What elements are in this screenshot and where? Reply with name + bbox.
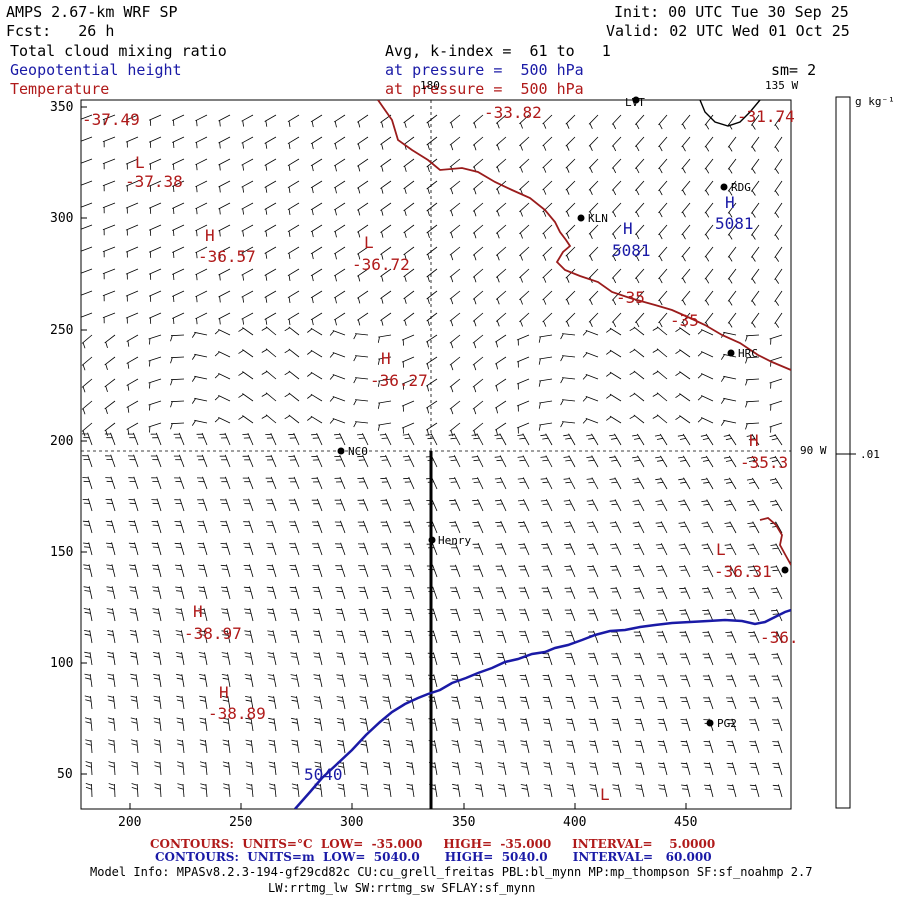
smoothing: sm= 2	[771, 61, 817, 79]
station-dot-hrc	[727, 349, 735, 357]
footer-model-info: Model Info: MPASv8.2.3-194-gf29cd82c CU:…	[90, 865, 813, 879]
height-marker-h: H	[725, 193, 735, 212]
y-tick: 350	[50, 100, 74, 115]
temp-marker-l: L	[135, 153, 145, 172]
temp-label: -36.27	[370, 371, 428, 390]
station-label-lvt: LVT	[625, 96, 645, 109]
temp-marker-l: L	[364, 233, 374, 252]
height-label: 5081	[612, 241, 651, 260]
avg-k-index: Avg, k-index = 61 to 1	[385, 42, 611, 60]
station-dot-east	[781, 566, 789, 574]
temperature-contour-east	[759, 517, 791, 566]
temp-label: -36.	[760, 628, 799, 647]
lon-label-180: 180	[420, 79, 440, 92]
station-label-henry: Henry	[438, 534, 472, 547]
station-label-rdg: RDG	[731, 181, 751, 194]
wind-barbs	[81, 114, 783, 798]
station-dot-henry	[428, 536, 436, 544]
temp-marker-h: H	[193, 602, 203, 621]
temp-label: -36.31	[714, 562, 772, 581]
x-tick: 300	[340, 815, 364, 830]
y-tick: 250	[50, 323, 74, 338]
colorbar-value: .01	[860, 448, 880, 461]
station-dot-kln	[577, 214, 585, 222]
colorbar	[835, 96, 851, 809]
x-tick: 450	[674, 815, 698, 830]
contour-label: -35	[616, 288, 645, 307]
height-contour-5040	[294, 608, 791, 809]
temp-marker-l: L	[716, 540, 726, 559]
temp-label: -37.49	[82, 110, 140, 129]
footer-contours-temp: CONTOURS: UNITS=°C LOW= -35.000 HIGH= -3…	[150, 837, 716, 851]
valid-time: Valid: 02 UTC Wed 01 Oct 25	[606, 22, 850, 40]
temp-label: -37.38	[125, 172, 183, 191]
y-tick: 300	[50, 211, 74, 226]
y-tick: 50	[57, 767, 73, 782]
temp-label: -36.72	[352, 255, 410, 274]
height-marker-h: H	[623, 219, 633, 238]
station-dot-rdg	[720, 183, 728, 191]
lon-label-135w: 135 W	[765, 79, 799, 92]
pressure-line-2: at pressure = 500 hPa	[385, 80, 584, 98]
x-tick: 200	[118, 815, 142, 830]
station-label-hrc: HRC	[738, 347, 758, 360]
temp-label: -36.57	[198, 247, 256, 266]
station-dot-nco	[337, 447, 345, 455]
contour-label: -35	[670, 311, 699, 330]
temp-label: -33.82	[484, 103, 542, 122]
footer-contours-height: CONTOURS: UNITS=m LOW= 5040.0 HIGH= 5040…	[155, 850, 712, 864]
axis-ticks	[81, 106, 687, 809]
station-dot-pg2	[706, 719, 714, 727]
height-contour-label: 5040	[304, 765, 343, 784]
temp-label: -38.97	[184, 624, 242, 643]
forecast-hour: Fcst: 26 h	[6, 22, 115, 40]
station-markers	[337, 96, 789, 727]
colorbar-units: g kg⁻¹	[855, 95, 895, 108]
black-contour-top	[699, 100, 761, 127]
temp-marker-h: H	[749, 431, 759, 450]
temp-marker-h: H	[219, 683, 229, 702]
y-tick: 150	[50, 545, 74, 560]
temp-marker-l: L	[600, 785, 610, 804]
temp-marker-h: H	[205, 226, 215, 245]
station-dot-lvt	[632, 96, 640, 104]
temp-label: -31.74	[737, 107, 795, 126]
x-tick: 250	[229, 815, 253, 830]
y-tick: 100	[50, 656, 74, 671]
lon-label-90w: 90 W	[800, 444, 827, 457]
temperature-contour-main	[377, 100, 791, 371]
station-label-pg2: PG2	[717, 717, 737, 730]
pressure-line-1: at pressure = 500 hPa	[385, 61, 584, 79]
field-geopotential: Geopotential height	[10, 61, 182, 79]
init-time: Init: 00 UTC Tue 30 Sep 25	[614, 3, 849, 21]
field-cloud-mixing: Total cloud mixing ratio	[10, 42, 227, 60]
footer-model-info-2: LW:rrtmg_lw SW:rrtmg_sw SFLAY:sf_mynn	[268, 881, 536, 895]
field-temperature: Temperature	[10, 80, 110, 98]
station-label-nco: NCO	[348, 445, 368, 458]
height-label: 5081	[715, 214, 754, 233]
temp-label: -35.3	[740, 453, 789, 472]
model-title: AMPS 2.67-km WRF SP	[6, 3, 178, 21]
station-label-kln: KLN	[588, 212, 608, 225]
x-tick: 350	[452, 815, 476, 830]
temp-label: -38.89	[208, 704, 266, 723]
temp-marker-h: H	[381, 349, 391, 368]
plot-frame	[80, 99, 792, 810]
y-tick: 200	[50, 434, 74, 449]
x-tick: 400	[563, 815, 587, 830]
